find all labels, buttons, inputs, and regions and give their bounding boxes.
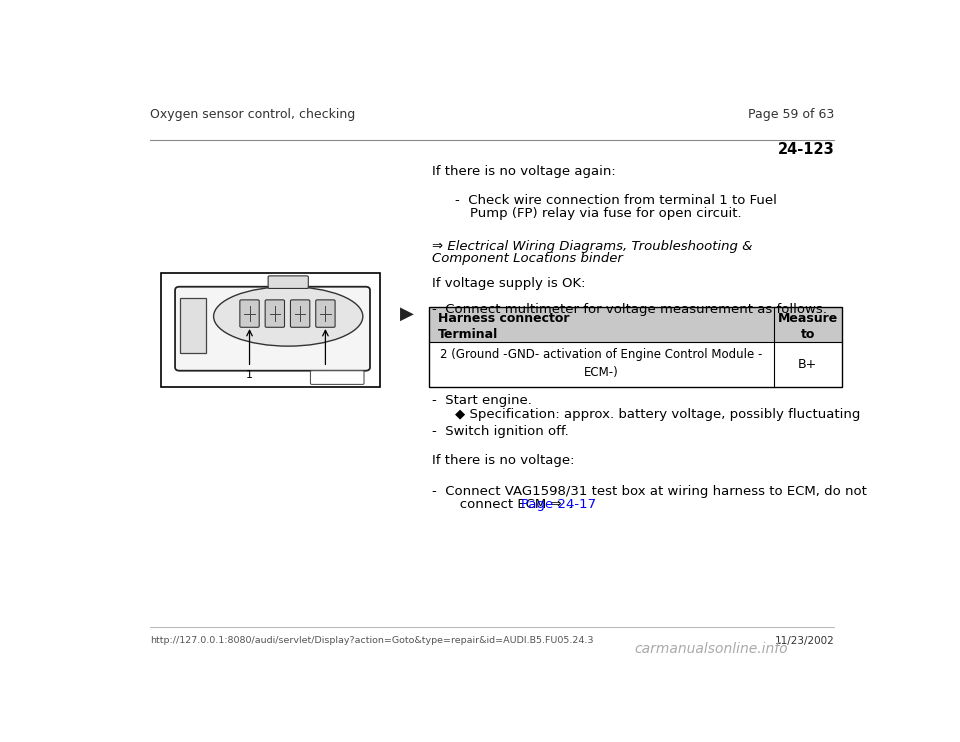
Text: B+: B+ — [798, 358, 817, 371]
FancyBboxPatch shape — [175, 286, 370, 371]
Text: Component Locations binder: Component Locations binder — [432, 252, 623, 265]
Text: Pump (FP) relay via fuse for open circuit.: Pump (FP) relay via fuse for open circui… — [469, 206, 741, 220]
Text: -  Connect VAG1598/31 test box at wiring harness to ECM, do not: - Connect VAG1598/31 test box at wiring … — [432, 485, 867, 499]
Text: 4: 4 — [322, 370, 329, 380]
FancyBboxPatch shape — [310, 371, 364, 384]
FancyBboxPatch shape — [265, 300, 284, 327]
Text: -  Switch ignition off.: - Switch ignition off. — [432, 425, 569, 439]
Text: 2 (Ground -GND- activation of Engine Control Module -: 2 (Ground -GND- activation of Engine Con… — [440, 348, 762, 361]
Text: Measure: Measure — [778, 312, 838, 325]
Bar — [180, 298, 205, 353]
Text: http://127.0.0.1:8080/audi/servlet/Display?action=Goto&type=repair&id=AUDI.B5.FU: http://127.0.0.1:8080/audi/servlet/Displ… — [150, 637, 593, 646]
Text: If there is no voltage:: If there is no voltage: — [432, 454, 575, 467]
Text: Oxygen sensor control, checking: Oxygen sensor control, checking — [150, 108, 355, 121]
Text: carmanualsonline.info: carmanualsonline.info — [635, 642, 788, 656]
Text: Page 59 of 63: Page 59 of 63 — [748, 108, 834, 121]
Bar — [429, 307, 842, 387]
Text: ECM-): ECM-) — [584, 366, 618, 379]
Text: ▶: ▶ — [399, 304, 414, 323]
Text: ⇒ Electrical Wiring Diagrams, Troubleshooting &: ⇒ Electrical Wiring Diagrams, Troublesho… — [432, 240, 753, 253]
FancyBboxPatch shape — [316, 300, 335, 327]
Ellipse shape — [213, 286, 363, 346]
Text: ◆ Specification: approx. battery voltage, possibly fluctuating: ◆ Specification: approx. battery voltage… — [455, 408, 860, 421]
Text: Page 24-17: Page 24-17 — [520, 498, 596, 511]
Bar — [161, 273, 380, 387]
Text: Terminal: Terminal — [438, 328, 498, 341]
Text: -  Check wire connection from terminal 1 to Fuel: - Check wire connection from terminal 1 … — [455, 194, 777, 207]
FancyBboxPatch shape — [240, 300, 259, 327]
FancyBboxPatch shape — [268, 276, 308, 289]
Text: Harness connector: Harness connector — [438, 312, 569, 325]
Bar — [429, 307, 842, 341]
Text: 11/23/2002: 11/23/2002 — [775, 636, 834, 646]
FancyBboxPatch shape — [291, 300, 310, 327]
Text: -  Start engine.: - Start engine. — [432, 394, 533, 407]
Text: If there is no voltage again:: If there is no voltage again: — [432, 165, 616, 178]
Text: -  Connect multimeter for voltage measurement as follows:: - Connect multimeter for voltage measure… — [432, 303, 828, 315]
Text: If voltage supply is OK:: If voltage supply is OK: — [432, 277, 586, 290]
Text: A24-0094: A24-0094 — [316, 373, 359, 382]
Text: 1: 1 — [246, 370, 253, 380]
Text: .: . — [564, 498, 572, 511]
Text: 24-123: 24-123 — [778, 142, 834, 157]
Text: to: to — [801, 328, 815, 341]
Text: connect ECM ⇒: connect ECM ⇒ — [447, 498, 566, 511]
